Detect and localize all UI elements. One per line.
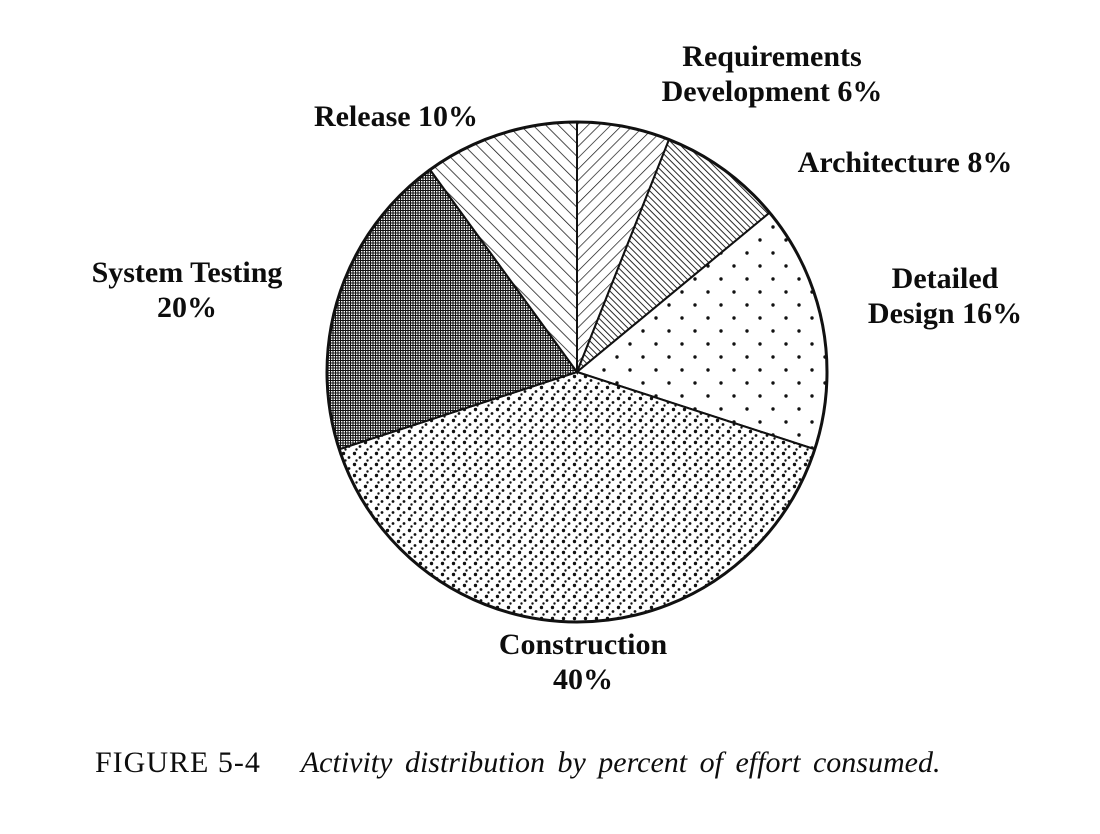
figure-caption-text: Activity distribution by percent of effo… bbox=[300, 746, 941, 779]
slice-label-line: Development 6% bbox=[661, 74, 883, 108]
slice-label-requirements-development: Requirements Development 6% bbox=[662, 40, 883, 109]
slice-label-line: System Testing bbox=[91, 256, 283, 289]
figure-caption-number: FIGURE 5-4 bbox=[95, 746, 261, 779]
slice-label-line: Architecture 8% bbox=[797, 146, 1013, 179]
slice-label-line: 40% bbox=[553, 662, 613, 696]
pie-slices-group bbox=[326, 120, 828, 623]
slice-label-detailed-design: Detailed Design 16% bbox=[868, 262, 1022, 331]
figure-caption: FIGURE 5-4 Activity distribution by perc… bbox=[95, 746, 940, 780]
slice-label-line: Requirements bbox=[682, 40, 862, 73]
slice-label-line: Design 16% bbox=[867, 296, 1023, 330]
slice-label-line: 20% bbox=[157, 290, 217, 324]
slice-label-construction: Construction 40% bbox=[499, 628, 667, 697]
slice-label-system-testing: System Testing 20% bbox=[92, 256, 283, 325]
slice-label-line: Release 10% bbox=[313, 100, 479, 133]
slice-label-line: Construction bbox=[498, 628, 668, 661]
slice-label-architecture: Architecture 8% bbox=[798, 146, 1013, 181]
slice-label-line: Detailed bbox=[891, 262, 999, 295]
pie-outline bbox=[325, 120, 829, 624]
slice-label-release: Release 10% bbox=[314, 100, 478, 135]
